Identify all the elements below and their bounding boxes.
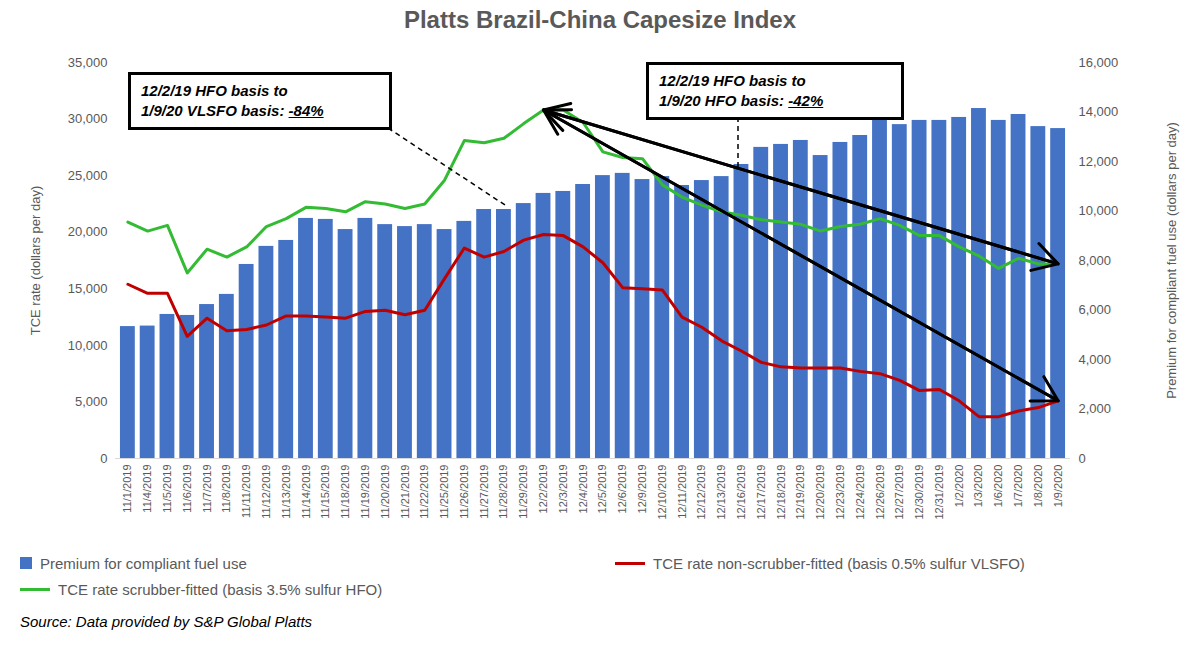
svg-text:6,000: 6,000: [1079, 302, 1112, 317]
svg-text:1/3/2020: 1/3/2020: [972, 465, 984, 508]
svg-text:11/15/2019: 11/15/2019: [319, 465, 331, 519]
svg-text:12/19/2019: 12/19/2019: [794, 465, 806, 520]
svg-text:35,000: 35,000: [68, 55, 108, 70]
svg-text:12/12/2019: 12/12/2019: [695, 465, 707, 520]
svg-text:1/8/2020: 1/8/2020: [1032, 465, 1044, 508]
svg-text:12/27/2019: 12/27/2019: [893, 465, 905, 520]
svg-text:12/6/2019: 12/6/2019: [616, 465, 628, 514]
svg-text:TCE rate (dollars per day): TCE rate (dollars per day): [28, 186, 43, 336]
svg-text:12/4/2019: 12/4/2019: [577, 465, 589, 514]
svg-text:11/6/2019: 11/6/2019: [181, 465, 193, 513]
svg-text:12/24/2019: 12/24/2019: [854, 465, 866, 520]
svg-text:12/9/2019: 12/9/2019: [636, 465, 648, 514]
svg-text:1/9/2020: 1/9/2020: [1052, 465, 1064, 508]
html-text:TCE rate scrubber-fitted (basi: TCE rate scrubber-fitted (basis 3.5% sul…: [58, 580, 383, 598]
html-text:12/2/19 HFO basis to: 12/2/19 HFO basis to: [141, 82, 288, 99]
svg-text:11/19/2019: 11/19/2019: [359, 465, 371, 519]
svg-text:16,000: 16,000: [1079, 55, 1119, 70]
svg-text:12/2/2019: 12/2/2019: [537, 465, 549, 514]
svg-text:11/27/2019: 11/27/2019: [478, 465, 490, 519]
svg-text:12/31/2019: 12/31/2019: [933, 465, 945, 520]
svg-text:11/20/2019: 11/20/2019: [379, 465, 391, 519]
svg-text:11/21/2019: 11/21/2019: [398, 465, 410, 519]
svg-text:4,000: 4,000: [1079, 352, 1112, 367]
svg-text:11/25/2019: 11/25/2019: [438, 465, 450, 519]
svg-text:11/1/2019: 11/1/2019: [121, 465, 133, 513]
html-text:1/9/20 VLSFO basis: -84%: 1/9/20 VLSFO basis: -84%: [141, 102, 324, 119]
svg-text:11/8/2019: 11/8/2019: [220, 465, 232, 513]
svg-text:12/18/2019: 12/18/2019: [775, 465, 787, 520]
svg-text:11/5/2019: 11/5/2019: [161, 465, 173, 513]
svg-text:1/7/2020: 1/7/2020: [1012, 465, 1024, 508]
html-text:Platts Brazil-China Capesize I: Platts Brazil-China Capesize Index: [403, 6, 796, 33]
svg-text:8,000: 8,000: [1079, 253, 1112, 268]
html-text:Source: Data provided by S&P G: Source: Data provided by S&P Global Plat…: [20, 613, 313, 630]
svg-text:5,000: 5,000: [75, 394, 108, 409]
svg-text:11/14/2019: 11/14/2019: [300, 465, 312, 519]
svg-text:12/16/2019: 12/16/2019: [735, 465, 747, 520]
html-text:Premium for compliant fuel use: Premium for compliant fuel use: [40, 554, 247, 572]
svg-text:11/12/2019: 11/12/2019: [260, 465, 272, 519]
svg-text:11/22/2019: 11/22/2019: [418, 465, 430, 519]
svg-text:20,000: 20,000: [68, 224, 108, 239]
svg-text:11/4/2019: 11/4/2019: [141, 465, 153, 513]
svg-text:11/29/2019: 11/29/2019: [517, 465, 529, 519]
svg-text:12,000: 12,000: [1079, 154, 1119, 169]
svg-text:12/13/2019: 12/13/2019: [715, 465, 727, 520]
svg-text:10,000: 10,000: [68, 338, 108, 353]
svg-text:12/17/2019: 12/17/2019: [755, 465, 767, 520]
svg-text:30,000: 30,000: [68, 111, 108, 126]
svg-text:12/5/2019: 12/5/2019: [596, 465, 608, 514]
svg-text:11/13/2019: 11/13/2019: [280, 465, 292, 519]
svg-text:11/7/2019: 11/7/2019: [201, 465, 213, 513]
svg-text:25,000: 25,000: [68, 168, 108, 183]
svg-text:1/2/2020: 1/2/2020: [953, 465, 965, 508]
svg-text:2,000: 2,000: [1079, 401, 1112, 416]
svg-text:12/11/2019: 12/11/2019: [676, 465, 688, 519]
svg-text:0: 0: [100, 451, 107, 466]
svg-text:12/26/2019: 12/26/2019: [874, 465, 886, 520]
svg-text:10,000: 10,000: [1079, 203, 1119, 218]
svg-text:Premium for compliant fuel use: Premium for compliant fuel use (dollars …: [1164, 122, 1179, 399]
svg-text:11/18/2019: 11/18/2019: [339, 465, 351, 519]
svg-text:11/26/2019: 11/26/2019: [458, 465, 470, 519]
html-text:1/9/20 HFO basis: -42%: 1/9/20 HFO basis: -42%: [659, 92, 824, 109]
svg-text:12/20/2019: 12/20/2019: [814, 465, 826, 520]
svg-text:12/23/2019: 12/23/2019: [834, 465, 846, 520]
svg-text:12/10/2019: 12/10/2019: [656, 465, 668, 520]
svg-text:11/28/2019: 11/28/2019: [497, 465, 509, 519]
svg-text:14,000: 14,000: [1079, 104, 1119, 119]
html-text:TCE rate non-scrubber-fitted (: TCE rate non-scrubber-fitted (basis 0.5%…: [653, 554, 1025, 572]
svg-text:15,000: 15,000: [68, 281, 108, 296]
html-text:12/2/19 HFO basis to: 12/2/19 HFO basis to: [659, 72, 806, 89]
svg-text:12/30/2019: 12/30/2019: [913, 465, 925, 520]
svg-text:0: 0: [1079, 451, 1086, 466]
svg-text:1/6/2020: 1/6/2020: [992, 465, 1004, 508]
svg-text:11/11/2019: 11/11/2019: [240, 465, 252, 518]
svg-text:12/3/2019: 12/3/2019: [557, 465, 569, 514]
